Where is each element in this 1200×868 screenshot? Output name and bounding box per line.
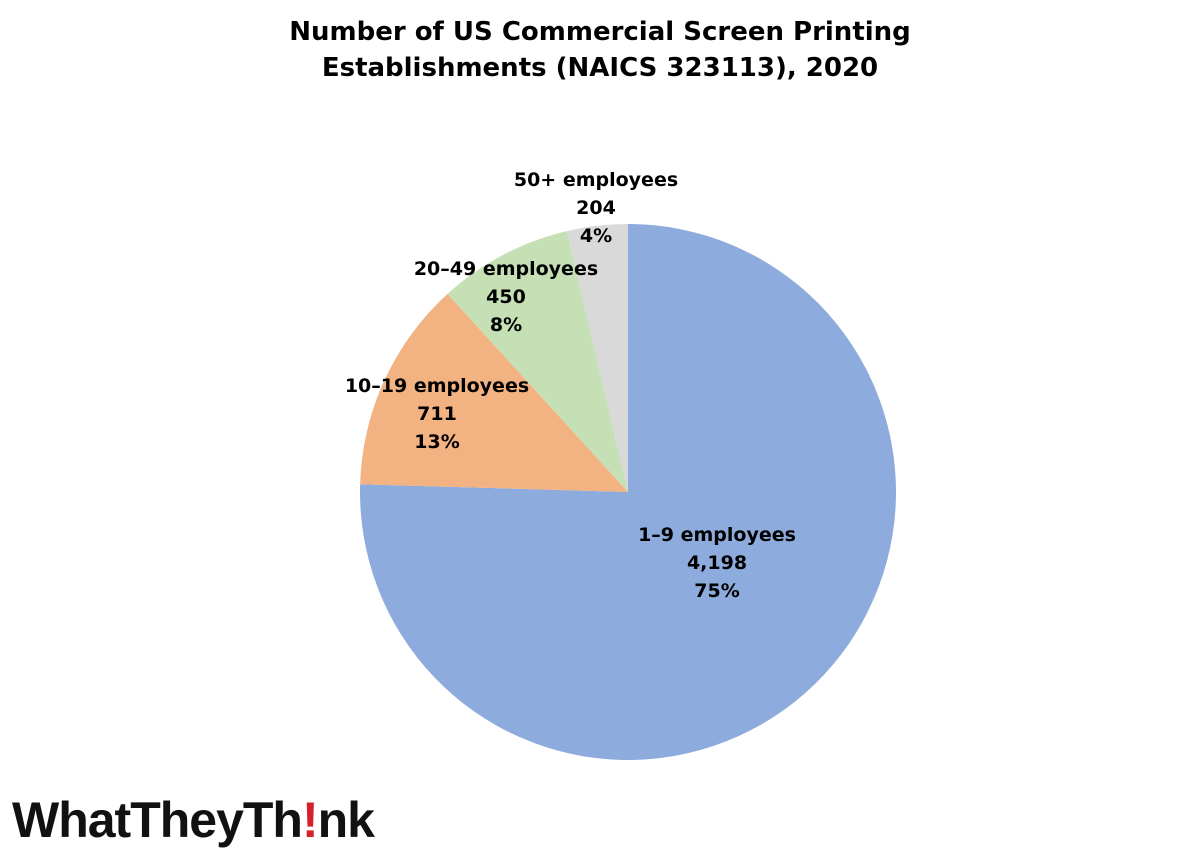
- slice-value-label: 450: [486, 286, 526, 308]
- slice-label-2: 10–19 employees 711 13%: [345, 375, 529, 453]
- slice-percent-label: 75%: [694, 580, 739, 602]
- pie-slice-4: [566, 224, 628, 492]
- logo-exclamation-mark: !: [301, 792, 319, 848]
- pie-slice-1: [359, 224, 896, 760]
- slice-value-label: 711: [417, 403, 457, 425]
- pie-labels: 1–9 employees 4,198 75%10–19 employees 711 1…: [345, 169, 796, 602]
- chart-title-line-1: Number of US Commercial Screen Printing: [289, 17, 911, 47]
- logo-text-end: nk: [317, 792, 375, 848]
- slice-category-label: 10–19 employees: [345, 375, 529, 397]
- slice-label-1: 1–9 employees 4,198 75%: [638, 524, 796, 602]
- slice-category-label: 20–49 employees: [414, 258, 598, 280]
- slice-value-label: 204: [576, 197, 616, 219]
- slice-label-3: 20–49 employees 450 8%: [414, 258, 598, 336]
- pie-slices: [359, 224, 896, 760]
- slice-percent-label: 4%: [580, 225, 612, 247]
- logo-text-start: WhatTheyTh: [12, 792, 303, 848]
- chart-title: Number of US Commercial Screen Printing …: [0, 14, 1200, 86]
- slice-percent-label: 8%: [490, 314, 522, 336]
- whattheythink-logo: WhatTheyTh!nk: [12, 790, 375, 850]
- slice-label-4: 50+ employees 204 4%: [514, 169, 678, 247]
- slice-percent-label: 13%: [414, 431, 459, 453]
- slice-category-label: 1–9 employees: [638, 524, 796, 546]
- pie-slice-2: [360, 293, 628, 492]
- pie-slice-3: [447, 231, 628, 492]
- slice-category-label: 50+ employees: [514, 169, 678, 191]
- chart-title-line-2: Establishments (NAICS 323113), 2020: [321, 53, 879, 83]
- slice-value-label: 4,198: [687, 552, 747, 574]
